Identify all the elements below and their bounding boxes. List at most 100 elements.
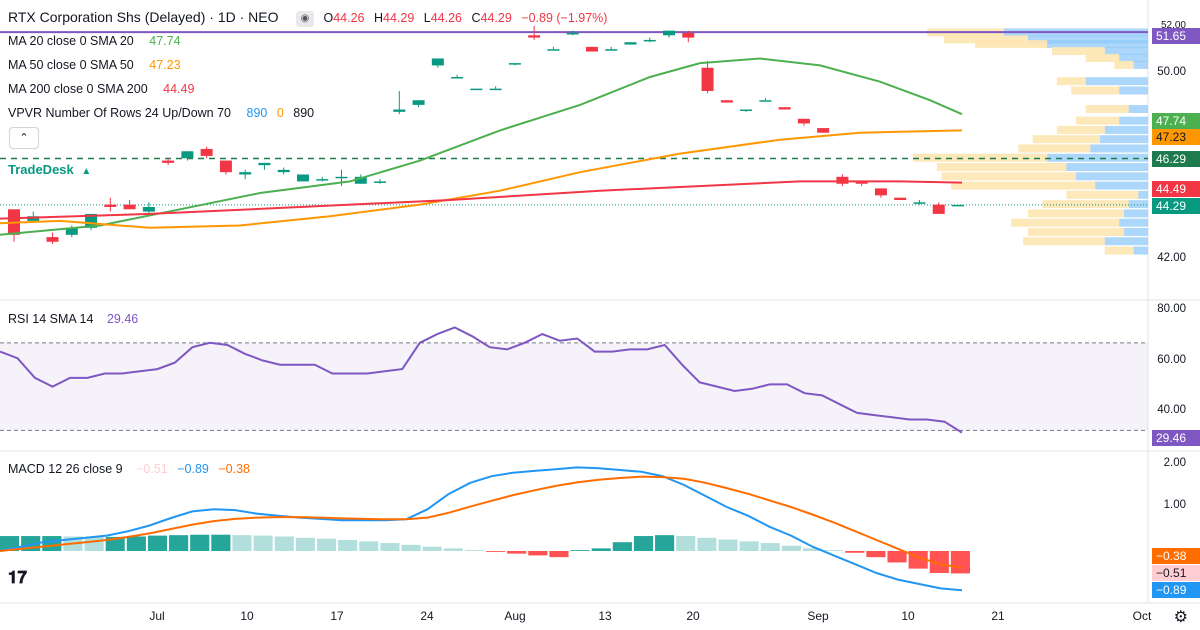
time-tick: Sep [807,609,829,623]
rsi-band [0,342,1148,431]
rsi-label: RSI 14 SMA 14 [8,312,94,326]
symbol-title[interactable]: RTX Corporation Shs (Delayed) · 1D · NEO [8,9,279,25]
collapse-legend-button[interactable]: ⌃ [9,127,39,149]
vpvr-row-up [1085,77,1148,86]
tradedesk-label[interactable]: TradeDesk ▲ [8,162,91,177]
candle-body [162,160,175,163]
ma200-legend[interactable]: MA 200 close 0 SMA 200 44.49 [8,81,200,97]
macd-histogram-bar [929,551,949,573]
tradingview-logo-icon[interactable]: 𝟏𝟕 [8,568,27,587]
macd-line-badge: −0.89 [1152,582,1200,598]
candle-body [431,58,444,66]
price-tick: 42.00 [1157,252,1186,264]
vpvr-row-up [1138,190,1148,199]
ohlc-high-label: H [373,11,383,25]
ma50-label: MA 50 close 0 SMA 50 [8,58,134,72]
price-label-dashed: 46.29 [1152,151,1200,167]
macd-histogram-bar [84,536,104,551]
vpvr-row-down [941,172,1076,181]
macd-histogram-bar [253,535,273,551]
macd-histogram-bar [633,536,654,551]
macd-histogram-bar [232,535,252,551]
price-label-last: 44.29 [1152,198,1200,214]
candle-body [566,32,579,35]
time-tick: 10 [901,609,915,623]
vpvr-row-down [944,35,1028,44]
candle-body [663,30,676,36]
candle-body [547,49,560,51]
rsi-tick: 80.00 [1157,303,1186,315]
price-tick: 52.00 [1160,20,1186,31]
ma50-legend[interactable]: MA 50 close 0 SMA 50 47.23 [8,57,187,73]
vpvr-row-down [1052,47,1105,56]
macd-tick: 1.00 [1163,499,1186,511]
ma20-label: MA 20 close 0 SMA 20 [8,34,134,48]
vpvr-row-up [1119,86,1148,95]
vpvr-row-down [1023,237,1105,246]
vpvr-row-down [1011,218,1120,227]
ma20-legend[interactable]: MA 20 close 0 SMA 20 47.74 [8,33,187,49]
vpvr-row-up [1119,53,1148,62]
macd-histogram-bar [802,548,823,551]
candle-body [778,107,791,110]
candle-body [952,204,964,207]
ohlc-close: 44.29 [480,11,512,25]
macd-histogram-bar [211,534,231,551]
symbol-legend: RTX Corporation Shs (Delayed) · 1D · NEO… [8,9,613,27]
candle-body [296,174,309,182]
candle-body [239,172,252,175]
ohlc-change: −0.89 (−1.97%) [521,11,608,25]
macd-histogram-bar [612,542,632,551]
macd-histogram-bar [676,536,696,551]
vpvr-row-down [1085,105,1129,114]
macd-hist-value: −0.51 [136,462,168,476]
chevron-up-icon: ⌃ [19,132,29,144]
vpvr-row-up [1066,163,1148,172]
vpvr-row-down [1042,200,1129,209]
ma20-line [0,57,963,236]
macd-legend[interactable]: MACD 12 26 close 9 −0.51 −0.89 −0.38 [8,461,256,477]
macd-histogram-bar [359,541,379,551]
rsi-legend[interactable]: RSI 14 SMA 14 29.46 [8,311,144,327]
candle-body [316,179,329,181]
rsi-tick: 40.00 [1157,404,1186,416]
time-tick: 20 [686,609,700,623]
macd-histogram-bar [464,550,484,551]
candle-body [142,206,155,212]
ma200-value: 44.49 [163,82,195,96]
macd-signal-badge: −0.38 [1152,548,1200,564]
macd-histogram-bar [760,543,780,551]
time-tick: Oct [1132,609,1152,623]
vpvr-row-up [1047,153,1148,162]
candle-body [393,109,406,112]
rsi-value: 29.46 [106,312,139,326]
ohlc-open-label: O [323,11,334,25]
vpvr-legend[interactable]: VPVR Number Of Rows 24 Up/Down 70 890 0 … [8,105,320,121]
vpvr-row-up [1104,47,1148,56]
macd-histogram-bar [401,544,421,551]
candle-body [913,202,926,204]
time-tick: 10 [240,609,254,623]
vpvr-row-up [1104,237,1148,246]
eye-icon[interactable]: ◉ [295,10,314,27]
candle-body [412,100,425,105]
gear-icon[interactable]: ⚙ [1173,609,1188,626]
vpvr-value-2: 0 [276,106,284,120]
candle-body [836,176,849,184]
macd-histogram-bar [443,548,463,551]
macd-histogram-bar [887,551,907,563]
macd-signal-line [0,475,963,569]
ma20-value: 47.74 [149,34,181,48]
vpvr-row-down [1018,144,1091,153]
time-tick: Aug [504,609,526,623]
vpvr-row-down [1085,53,1120,62]
time-tick: 24 [420,609,434,623]
macd-histogram-bar [739,541,759,551]
vpvr-row-up [1133,60,1148,69]
vpvr-value-1: 890 [246,106,268,120]
macd-histogram-bar [486,551,506,552]
candle-body [123,204,136,210]
time-tick: 13 [598,609,612,623]
macd-histogram-bar [338,540,358,551]
